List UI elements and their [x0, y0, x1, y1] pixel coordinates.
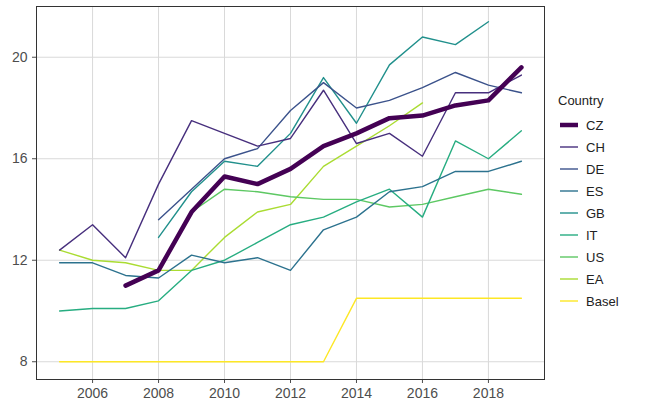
svg-text:2018: 2018	[473, 385, 504, 401]
svg-text:2014: 2014	[341, 385, 372, 401]
html-text:GB: GB	[586, 205, 605, 221]
html-text:ES: ES	[586, 183, 604, 199]
html-text:US: US	[586, 249, 605, 265]
svg-text:20: 20	[12, 49, 28, 65]
svg-text:2012: 2012	[275, 385, 306, 401]
svg-text:2006: 2006	[77, 385, 108, 401]
html-text:CH: CH	[586, 139, 605, 155]
svg-text:12: 12	[12, 252, 28, 268]
html-text:IT: IT	[586, 227, 598, 243]
svg-text:2016: 2016	[407, 385, 438, 401]
svg-text:2010: 2010	[209, 385, 240, 401]
html-text:CZ: CZ	[586, 117, 604, 133]
html-text:Country: Country	[558, 93, 604, 108]
svg-text:8: 8	[20, 353, 28, 369]
html-text:DE: DE	[586, 161, 605, 177]
html-text:EA: EA	[586, 271, 604, 287]
html-text:Basel: Basel	[586, 293, 619, 309]
svg-text:16: 16	[12, 150, 28, 166]
svg-text:2008: 2008	[143, 385, 174, 401]
